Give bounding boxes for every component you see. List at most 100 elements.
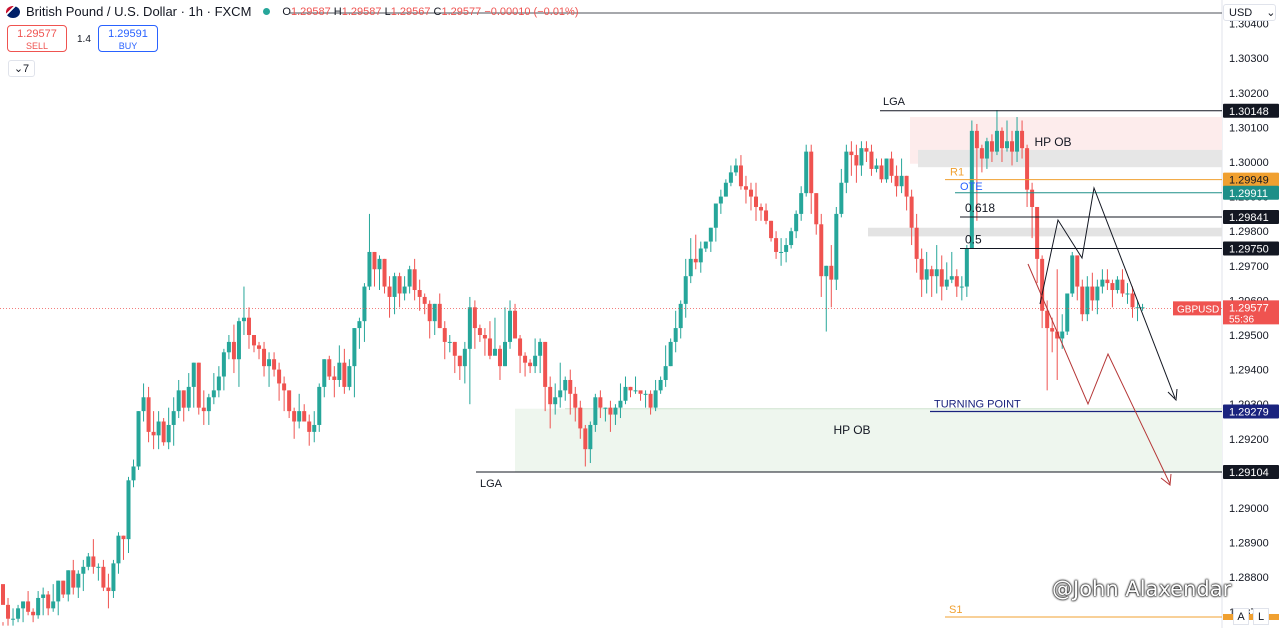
candle-body — [548, 386, 553, 405]
candle-body — [86, 556, 91, 567]
candle-body — [518, 338, 523, 356]
candle-body — [899, 175, 904, 187]
sell-button[interactable]: 1.29577 SELL — [7, 25, 67, 52]
candle-body — [643, 393, 648, 395]
candle-body — [984, 141, 989, 159]
candle-body — [1020, 130, 1025, 149]
candle-body — [859, 148, 864, 166]
axis-tag-r1: 1.29949 — [1229, 175, 1269, 187]
candle-body — [1125, 293, 1130, 295]
candle-body — [46, 594, 51, 609]
axis-tag-lga-low: 1.29104 — [1229, 467, 1269, 479]
candle-body — [11, 618, 16, 620]
level-label-lga-high: LGA — [883, 96, 906, 108]
log-scale-button[interactable]: L — [1253, 608, 1269, 625]
candle-body — [76, 573, 81, 588]
candle-body — [759, 206, 764, 211]
currency-selector[interactable]: USD ⌄ — [1223, 4, 1276, 21]
candle-body — [1090, 286, 1095, 301]
axis-tick-label: 1.30000 — [1229, 157, 1269, 169]
candle-body — [397, 276, 402, 294]
axis-tag-ote-bg — [1223, 185, 1279, 200]
candle-body — [608, 407, 613, 415]
candle-body — [246, 317, 251, 335]
candle-body — [387, 286, 392, 297]
candle-body — [437, 303, 442, 329]
level-label-0618: 0.618 — [965, 201, 995, 215]
candle-body — [482, 335, 487, 339]
candle-body — [1055, 331, 1060, 339]
candle-body — [1120, 279, 1125, 294]
candle-body — [186, 386, 191, 408]
candle-body — [1105, 279, 1110, 284]
candle-body — [81, 566, 86, 574]
candle-body — [743, 186, 748, 190]
candle-body — [277, 369, 282, 384]
candle-body — [156, 421, 161, 436]
candle-body — [864, 148, 869, 152]
chevron-down-icon: ⌄ — [13, 63, 24, 75]
axis-tag-lga-high: 1.30148 — [1229, 106, 1269, 118]
candle-body — [221, 352, 226, 377]
candle-body — [663, 366, 668, 380]
candle-body — [543, 341, 548, 387]
candle-body — [723, 182, 728, 197]
axis-tick-label: 1.30200 — [1229, 88, 1269, 100]
candle-body — [36, 597, 41, 616]
candle-body — [442, 328, 447, 342]
candle-body — [201, 407, 206, 412]
candle-body — [322, 359, 327, 387]
candle-body — [854, 155, 859, 166]
watermark: @John Alaxendar — [1052, 577, 1232, 601]
candle-body — [1, 584, 5, 605]
candle-body — [909, 196, 914, 228]
candle-body — [603, 407, 608, 409]
candle-body — [1035, 206, 1040, 259]
level-label-turning-point: TURNING POINT — [934, 398, 1021, 410]
candle-body — [754, 196, 758, 207]
auto-scale-button[interactable]: A — [1233, 608, 1249, 625]
candle-body — [718, 196, 723, 204]
candle-body — [533, 355, 538, 367]
candle-body — [1040, 258, 1045, 311]
candle-body — [1065, 293, 1070, 332]
candle-body — [799, 193, 804, 214]
buy-button[interactable]: 1.29591 BUY — [98, 25, 158, 52]
candle-body — [477, 328, 482, 335]
candle-body — [738, 165, 743, 187]
axis-tag-r1-bg — [1223, 172, 1279, 187]
candle-body — [894, 175, 899, 187]
candle-body — [929, 269, 934, 277]
chart-header: British Pound / U.S. Dollar · 1h · FXCM … — [6, 4, 579, 19]
candle-body — [252, 335, 256, 346]
candle-body — [653, 390, 658, 408]
ob-zone-lower — [515, 408, 1222, 473]
candle-body — [708, 227, 713, 242]
symbol-title[interactable]: British Pound / U.S. Dollar · 1h · FXCM — [26, 4, 252, 19]
chevron-down-icon: ⌄ — [1266, 7, 1276, 19]
indicators-toggle[interactable]: ⌄7 — [8, 60, 35, 77]
candle-body — [1015, 130, 1020, 152]
candle-body — [979, 148, 984, 159]
candle-body — [262, 348, 267, 367]
spread-value: 1.4 — [77, 34, 91, 45]
candle-body — [964, 248, 969, 287]
candle-body — [919, 258, 924, 280]
candle-body — [21, 601, 26, 609]
candle-body — [1115, 279, 1120, 291]
candle-body — [16, 608, 21, 619]
candle-body — [869, 151, 874, 169]
candle-body — [337, 362, 342, 380]
candle-body — [989, 141, 994, 152]
ob-label-lower: HP OB — [833, 423, 870, 437]
axis-tag-lga-high-bg — [1223, 103, 1279, 118]
candle-body — [101, 566, 106, 588]
candle-body — [508, 310, 513, 342]
symbol-tag-label: GBPUSD — [1177, 304, 1219, 315]
candle-body — [292, 411, 297, 422]
candle-body — [939, 269, 944, 287]
candle-body — [487, 338, 492, 356]
candle-body — [1140, 307, 1145, 309]
candle-body — [999, 130, 1004, 149]
